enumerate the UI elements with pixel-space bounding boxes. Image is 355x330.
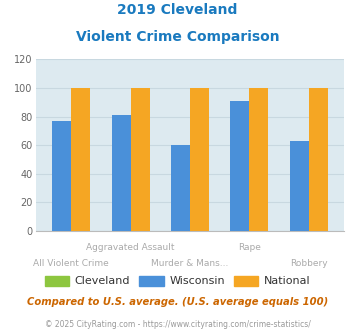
Bar <box>230 101 249 231</box>
Legend: Cleveland, Wisconsin, National: Cleveland, Wisconsin, National <box>40 271 315 291</box>
Text: Robbery: Robbery <box>290 259 328 268</box>
Text: All Violent Crime: All Violent Crime <box>33 259 109 268</box>
Text: 2019 Cleveland: 2019 Cleveland <box>117 3 238 17</box>
Bar <box>249 88 268 231</box>
Text: Aggravated Assault: Aggravated Assault <box>86 243 175 251</box>
Bar <box>309 88 328 231</box>
Text: Violent Crime Comparison: Violent Crime Comparison <box>76 30 279 44</box>
Bar <box>111 115 131 231</box>
Bar <box>290 141 309 231</box>
Bar <box>131 88 149 231</box>
Text: © 2025 CityRating.com - https://www.cityrating.com/crime-statistics/: © 2025 CityRating.com - https://www.city… <box>45 320 310 329</box>
Bar <box>190 88 209 231</box>
Text: Rape: Rape <box>238 243 261 251</box>
Bar <box>171 145 190 231</box>
Bar <box>71 88 90 231</box>
Bar <box>52 121 71 231</box>
Text: Compared to U.S. average. (U.S. average equals 100): Compared to U.S. average. (U.S. average … <box>27 297 328 307</box>
Text: Murder & Mans...: Murder & Mans... <box>151 259 229 268</box>
